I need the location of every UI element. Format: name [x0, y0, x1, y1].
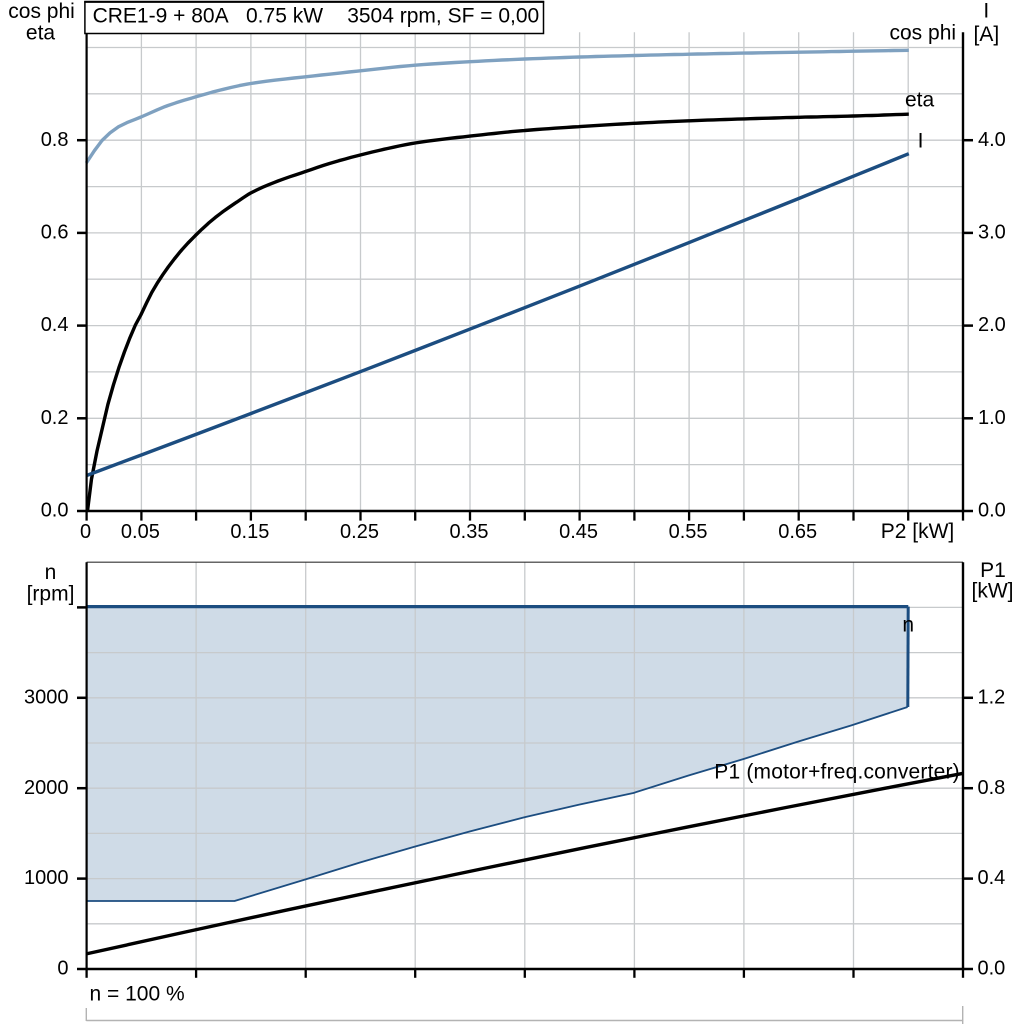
- svg-text:cos phi: cos phi: [8, 0, 75, 23]
- svg-text:eta: eta: [26, 22, 56, 45]
- svg-text:4.0: 4.0: [978, 129, 1006, 151]
- svg-text:P2 [kW]: P2 [kW]: [881, 520, 955, 543]
- svg-text:P1 (motor+freq.converter): P1 (motor+freq.converter): [714, 760, 960, 783]
- svg-text:0.4: 0.4: [41, 314, 69, 336]
- svg-text:3504 rpm, SF = 0,00: 3504 rpm, SF = 0,00: [347, 4, 539, 27]
- svg-text:1.2: 1.2: [978, 686, 1006, 708]
- svg-text:0.35: 0.35: [450, 521, 489, 543]
- svg-text:0.75 kW: 0.75 kW: [246, 4, 323, 27]
- svg-text:I: I: [918, 129, 924, 152]
- svg-text:3.0: 3.0: [978, 222, 1006, 244]
- svg-text:2.0: 2.0: [978, 314, 1006, 336]
- svg-text:cos phi: cos phi: [890, 21, 957, 44]
- svg-text:[rpm]: [rpm]: [27, 583, 75, 606]
- svg-text:0.45: 0.45: [559, 521, 598, 543]
- svg-text:eta: eta: [905, 89, 935, 112]
- svg-text:1000: 1000: [24, 867, 69, 889]
- svg-text:0.0: 0.0: [978, 500, 1006, 522]
- svg-text:n: n: [45, 561, 57, 584]
- svg-text:[A]: [A]: [974, 23, 1000, 46]
- svg-text:2000: 2000: [24, 777, 69, 799]
- svg-text:3000: 3000: [24, 686, 69, 708]
- svg-text:CRE1-9 + 80A: CRE1-9 + 80A: [93, 4, 229, 27]
- svg-text:0.05: 0.05: [121, 521, 160, 543]
- svg-text:1.0: 1.0: [978, 407, 1006, 429]
- svg-text:0.8: 0.8: [978, 777, 1006, 799]
- svg-text:0.25: 0.25: [340, 521, 379, 543]
- svg-text:0.15: 0.15: [230, 521, 269, 543]
- svg-text:n: n: [902, 613, 914, 636]
- svg-text:0: 0: [80, 521, 91, 543]
- svg-text:0.4: 0.4: [978, 867, 1006, 889]
- svg-text:0.0: 0.0: [978, 958, 1006, 980]
- svg-text:0.6: 0.6: [41, 222, 69, 244]
- svg-text:0.55: 0.55: [669, 521, 708, 543]
- svg-text:I: I: [983, 0, 989, 23]
- svg-text:0.65: 0.65: [778, 521, 817, 543]
- svg-text:0: 0: [57, 958, 68, 980]
- svg-text:[kW]: [kW]: [972, 580, 1014, 603]
- svg-text:0.2: 0.2: [41, 407, 69, 429]
- svg-text:0.0: 0.0: [41, 500, 69, 522]
- svg-text:n = 100 %: n = 100 %: [90, 982, 185, 1005]
- svg-text:0.8: 0.8: [41, 129, 69, 151]
